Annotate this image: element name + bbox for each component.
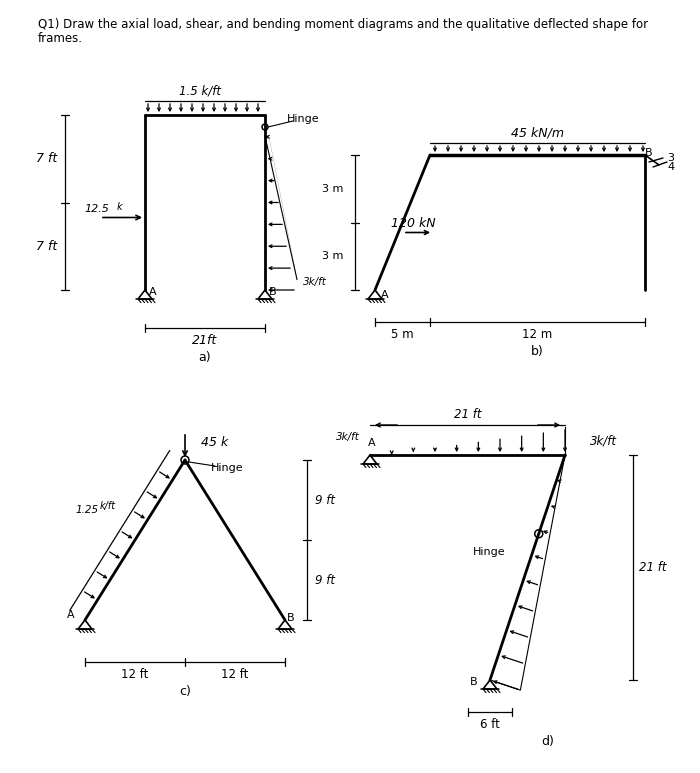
Text: 3: 3 xyxy=(668,153,675,163)
Text: 1.25: 1.25 xyxy=(76,505,99,515)
Text: 120 kN: 120 kN xyxy=(391,217,435,230)
Text: B: B xyxy=(270,287,276,297)
Text: 9 ft: 9 ft xyxy=(315,574,335,587)
Text: b): b) xyxy=(531,346,544,359)
Text: A: A xyxy=(67,610,75,620)
Text: Q1) Draw the axial load, shear, and bending moment diagrams and the qualitative : Q1) Draw the axial load, shear, and bend… xyxy=(38,18,648,31)
Text: 7 ft: 7 ft xyxy=(36,152,57,165)
Text: A: A xyxy=(368,438,376,448)
Text: 9 ft: 9 ft xyxy=(315,493,335,506)
Text: k: k xyxy=(116,202,122,212)
Text: frames.: frames. xyxy=(38,32,83,45)
Text: 6 ft: 6 ft xyxy=(480,717,500,730)
Text: 3 m: 3 m xyxy=(321,251,343,261)
Text: 1.5 k/ft: 1.5 k/ft xyxy=(179,84,221,97)
Text: A: A xyxy=(382,290,388,300)
Text: 3k/ft: 3k/ft xyxy=(336,432,360,442)
Text: d): d) xyxy=(541,735,554,748)
Text: A: A xyxy=(149,287,157,297)
Text: 3 m: 3 m xyxy=(321,184,343,194)
Text: Hinge: Hinge xyxy=(211,463,244,473)
Text: 12 ft: 12 ft xyxy=(121,668,148,680)
Text: 3k/ft: 3k/ft xyxy=(303,277,327,287)
Text: 21 ft: 21 ft xyxy=(454,407,482,421)
Text: Hinge: Hinge xyxy=(473,547,505,557)
Text: B: B xyxy=(287,613,295,623)
Text: B: B xyxy=(470,677,478,687)
Text: 12.5: 12.5 xyxy=(85,203,109,213)
Text: B: B xyxy=(645,148,653,158)
Text: 3k/ft: 3k/ft xyxy=(589,434,617,448)
Text: 45 k: 45 k xyxy=(202,435,229,448)
Text: 4: 4 xyxy=(667,162,675,172)
Text: 45 kN/m: 45 kN/m xyxy=(511,127,564,139)
Text: c): c) xyxy=(179,686,191,699)
Text: 12 ft: 12 ft xyxy=(221,668,248,680)
Text: 12 m: 12 m xyxy=(522,328,552,340)
Text: 7 ft: 7 ft xyxy=(36,240,57,253)
Text: 21 ft: 21 ft xyxy=(639,561,666,574)
Text: 5 m: 5 m xyxy=(391,328,414,340)
Text: 21ft: 21ft xyxy=(193,333,218,346)
Text: Hinge: Hinge xyxy=(287,114,319,124)
Text: k/ft: k/ft xyxy=(99,501,116,511)
Text: a): a) xyxy=(199,352,211,365)
